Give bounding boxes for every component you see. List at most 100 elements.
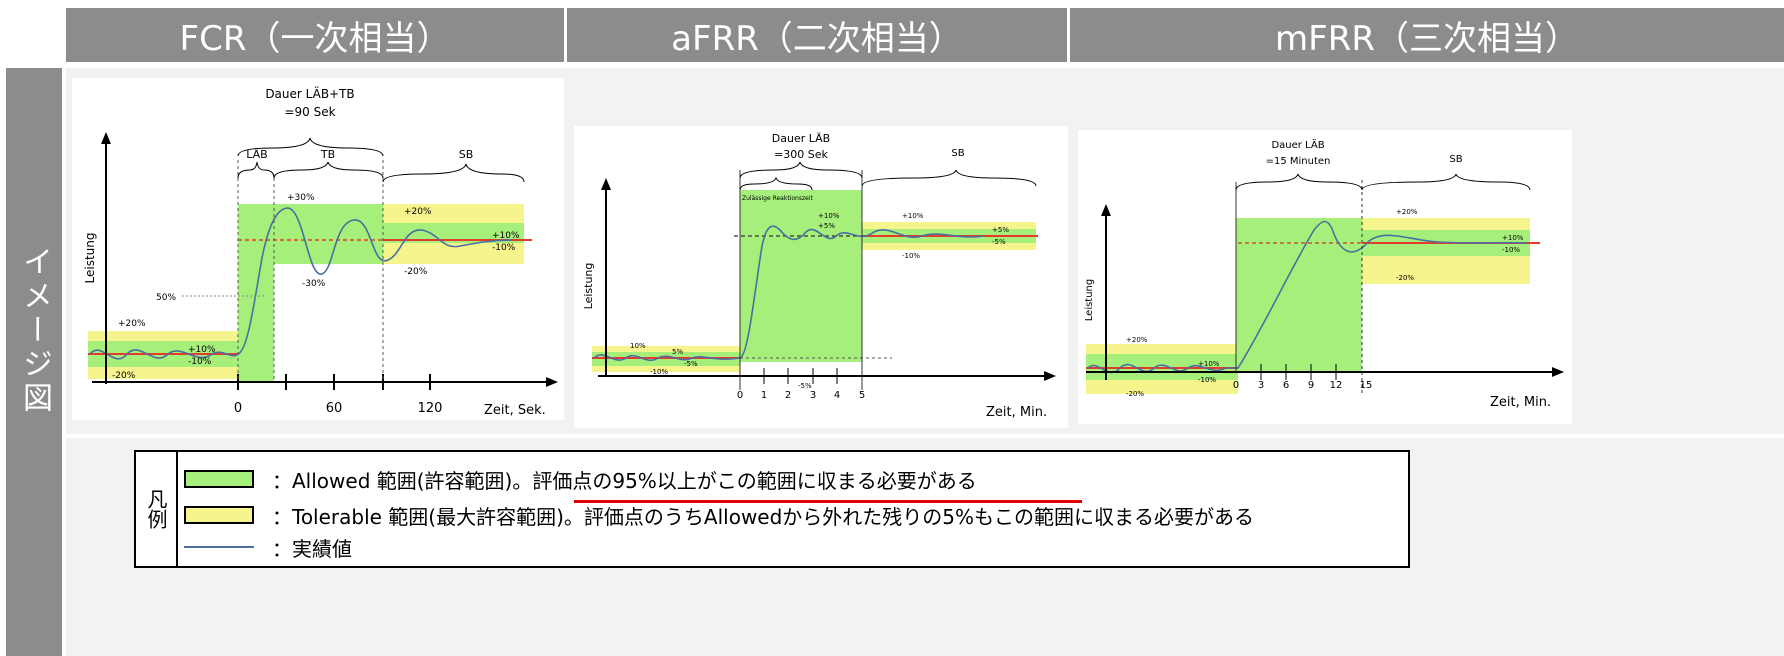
fcr-panel: Dauer LÄB+TB =90 Sek LÄB TB SB Leistung … (72, 78, 564, 420)
fcr-tick-label-60: 60 (326, 401, 343, 416)
afrr-tick-label-3: 3 (810, 390, 816, 401)
afrr-tick-label-5: 5 (859, 390, 865, 401)
mfrr-sb-label: SB (1449, 154, 1462, 165)
mfrr-x-axis-arrow (1552, 367, 1564, 377)
fcr-duration-value: =90 Sek (284, 105, 335, 119)
fcr-tick-label-120: 120 (418, 401, 443, 416)
legend-tolerable-text: ：Tolerable 範囲(最大許容範囲)。評価点のうちAllowedから外れた… (272, 504, 1255, 529)
afrr-reaction-label: Zulässige Reaktionszeit (742, 195, 813, 202)
mfrr-annot-m10r: -10% (1502, 246, 1520, 254)
afrr-brace-sb (861, 169, 1037, 187)
fcr-brace-sb (382, 163, 525, 183)
fcr-allowed-band-sb (383, 223, 524, 243)
mfrr-annot-m20l: -20% (1126, 390, 1144, 398)
mfrr-actual-curve (1087, 220, 1529, 374)
fcr-annot-m30: -30% (302, 279, 326, 289)
afrr-annot-p5a: +5% (818, 222, 835, 230)
mfrr-brace-sb (1361, 173, 1531, 191)
afrr-annot-p10b: +10% (902, 212, 924, 220)
fcr-sb-label: SB (459, 148, 474, 161)
afrr-annot-l10: 10% (630, 342, 646, 350)
actual-line-swatch (184, 546, 254, 548)
afrr-annot-m5: -5% (798, 382, 812, 390)
mfrr-tick-label-6: 6 (1283, 380, 1289, 391)
mfrr-annot-p20l: +20% (1126, 336, 1148, 344)
afrr-brace-reaction (739, 176, 813, 191)
fcr-brace-lab (237, 161, 275, 179)
fcr-tb-label: TB (320, 148, 335, 161)
afrr-diagram: Dauer LÄB =300 Sek SB Zulässige Reaktion… (582, 132, 1056, 420)
mfrr-annot-m20: -20% (1396, 274, 1414, 282)
afrr-annot-lm10: -10% (650, 368, 668, 376)
mfrr-y-axis-arrow (1101, 204, 1111, 216)
fcr-annot-m20: -20% (404, 267, 428, 277)
header-afrr: aFRR（二次相当） (567, 8, 1070, 62)
mfrr-annot-p20: +20% (1396, 208, 1418, 216)
afrr-duration-label: Dauer LÄB (772, 132, 830, 145)
fcr-ylabel: Leistung (83, 233, 97, 284)
legend-allowed-text: ：Allowed 範囲(許容範囲)。評価点の95%以上がこの範囲に収まる必要があ… (272, 468, 977, 493)
fcr-annot-p30: +30% (287, 193, 315, 203)
afrr-actual-curve (593, 225, 985, 362)
mfrr-annot-p10l: +10% (1198, 360, 1220, 368)
afrr-annot-p5r: +5% (992, 226, 1009, 234)
legend-row-tolerable: ：Tolerable 範囲(最大許容範囲)。評価点のうちAllowedから外れた… (184, 500, 1254, 530)
fcr-brace-total (237, 137, 384, 157)
afrr-annot-m10b: -10% (902, 252, 920, 260)
side-label: イメージ図 (6, 68, 62, 656)
afrr-annot-lm5: -5% (684, 360, 698, 368)
mfrr-duration-value: =15 Minuten (1266, 156, 1331, 167)
mfrr-annot-m10l: -10% (1198, 376, 1216, 384)
tolerable-swatch (184, 506, 254, 524)
legend-row-allowed: ：Allowed 範囲(許容範囲)。評価点の95%以上がこの範囲に収まる必要があ… (184, 464, 977, 494)
mfrr-annot-p10r: +10% (1502, 234, 1524, 242)
fcr-allowed-ramp (238, 264, 274, 382)
afrr-duration-value: =300 Sek (774, 148, 828, 161)
fcr-annot-m20l: -20% (112, 371, 136, 381)
afrr-sb-label: SB (951, 148, 964, 159)
fcr-annot-p10l: +10% (188, 345, 216, 355)
header-fcr: FCR（一次相当） (66, 8, 567, 62)
fcr-actual-curve (89, 207, 513, 360)
afrr-tick-label-0: 0 (737, 390, 743, 401)
legend-box: 凡例 ：Allowed 範囲(許容範囲)。評価点の95%以上がこの範囲に収まる必… (134, 450, 1410, 568)
afrr-xlabel: Zeit, Min. (986, 405, 1047, 420)
legend-title: 凡例 (136, 452, 178, 566)
fcr-annot-p20: +20% (404, 207, 432, 217)
fcr-brace-tb (273, 161, 384, 179)
mfrr-ylabel: Leistung (1084, 279, 1095, 321)
header-mfrr: mFRR（三次相当） (1070, 8, 1784, 62)
fcr-annot-p20l: +20% (118, 319, 146, 329)
fcr-xlabel: Zeit, Sek. (484, 403, 546, 418)
mfrr-brace-lab (1235, 173, 1363, 191)
header-row: FCR（一次相当） aFRR（二次相当） mFRR（三次相当） (66, 8, 1784, 62)
fcr-y-axis-arrow (101, 132, 111, 144)
fcr-allowed-band-after (238, 204, 383, 264)
mfrr-tick-label-3: 3 (1258, 380, 1264, 391)
mfrr-tick-label-9: 9 (1308, 380, 1314, 391)
fcr-annot-m10l: -10% (188, 357, 212, 367)
mfrr-tick-label-12: 12 (1330, 380, 1343, 391)
afrr-tick-label-2: 2 (785, 390, 791, 401)
afrr-tick-label-4: 4 (834, 390, 840, 401)
fcr-annot-fifty: 50% (156, 293, 176, 303)
afrr-panel: Dauer LÄB =300 Sek SB Zulässige Reaktion… (574, 126, 1068, 428)
afrr-annot-l5: 5% (672, 348, 683, 356)
afrr-x-axis-arrow (1044, 371, 1056, 381)
fcr-diagram: Dauer LÄB+TB =90 Sek LÄB TB SB Leistung … (83, 86, 558, 418)
afrr-annot-p10a: +10% (818, 212, 840, 220)
mfrr-tick-label-15: 15 (1360, 380, 1373, 391)
legend-actual-text: ：実績値 (272, 536, 352, 561)
afrr-annot-m5r: -5% (992, 238, 1006, 246)
fcr-annot-p10r: +10% (492, 231, 520, 241)
afrr-y-axis-arrow (601, 178, 611, 190)
mfrr-duration-label: Dauer LÄB (1271, 138, 1324, 151)
fcr-x-axis-arrow (546, 377, 558, 387)
allowed-swatch (184, 470, 254, 488)
fcr-lab-label: LÄB (246, 148, 267, 161)
fcr-duration-label: Dauer LÄB+TB (265, 86, 354, 101)
mfrr-diagram: Dauer LÄB =15 Minuten SB Leistung 0 3 6 … (1084, 138, 1564, 410)
fcr-annot-m10r: -10% (492, 243, 516, 253)
mfrr-panel: Dauer LÄB =15 Minuten SB Leistung 0 3 6 … (1078, 130, 1572, 424)
afrr-ylabel: Leistung (582, 263, 595, 310)
